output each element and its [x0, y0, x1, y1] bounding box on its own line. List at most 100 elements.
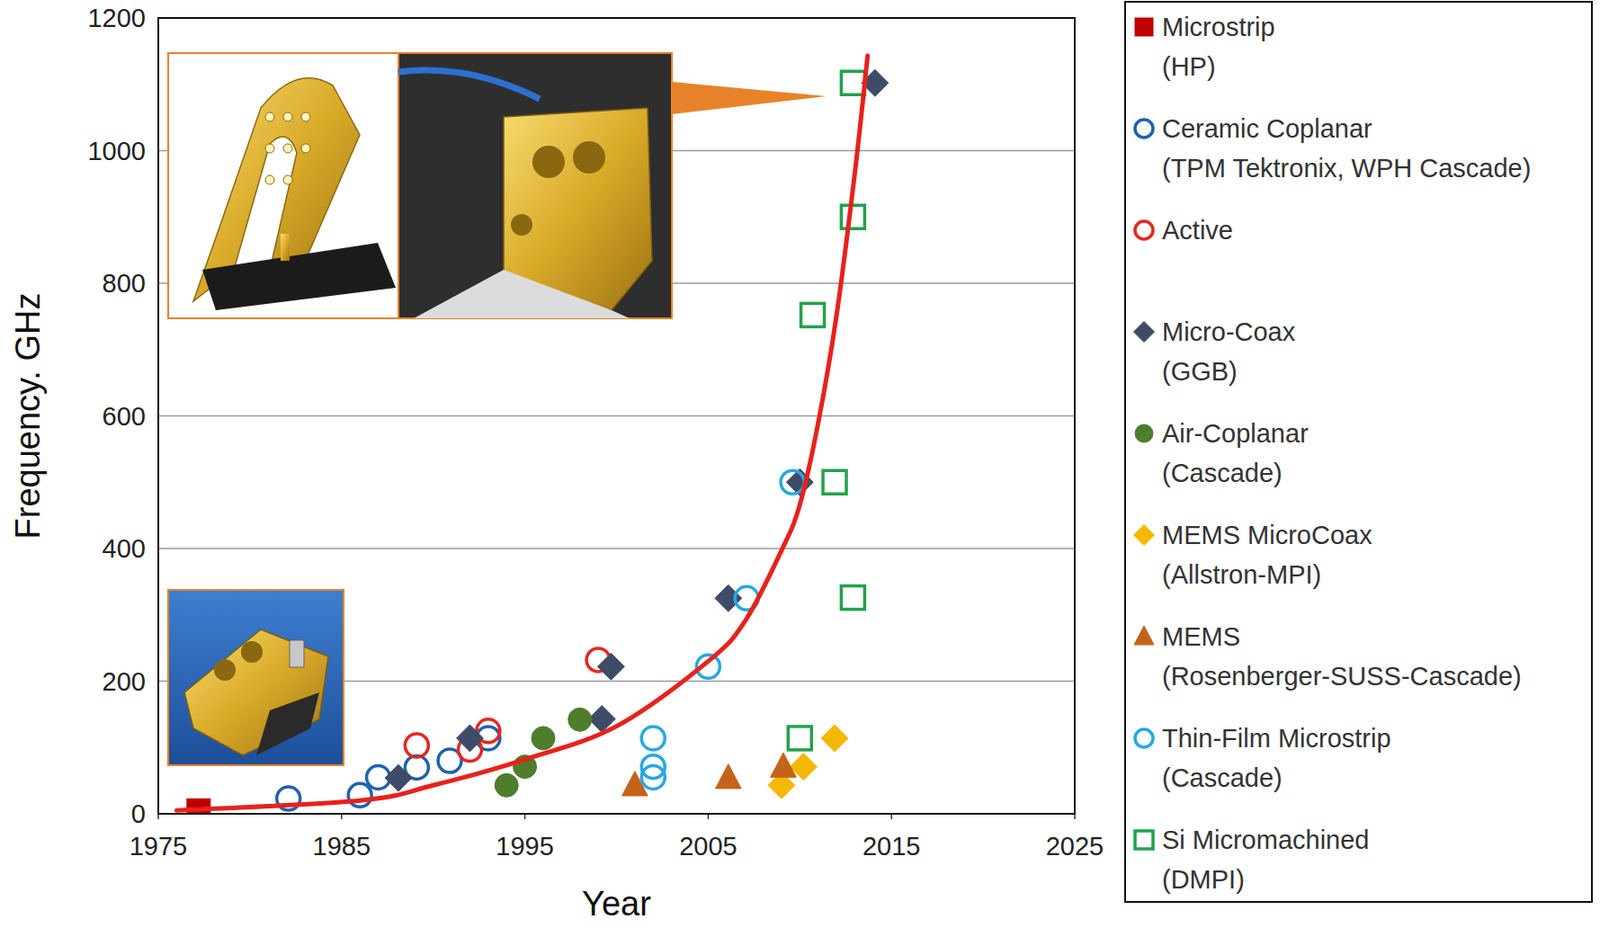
- legend-label: Microstrip (HP): [1162, 12, 1276, 81]
- series: [768, 724, 849, 799]
- legend-line: (HP): [1162, 52, 1216, 81]
- x-tick-label: 2015: [862, 831, 921, 861]
- legend-line: (Cascade): [1162, 458, 1283, 488]
- legend-line: Air-Coplanar: [1162, 419, 1309, 448]
- inset-hole: [265, 175, 275, 185]
- inset-cable: [398, 70, 540, 99]
- x-axis-title: Year: [581, 884, 652, 923]
- y-tick-label: 1200: [87, 3, 146, 33]
- legend-line: MEMS: [1162, 622, 1241, 652]
- chart: 0200400600800100012001975198519952005201…: [0, 0, 1600, 928]
- inset-hole: [532, 145, 565, 179]
- y-tick-label: 0: [131, 799, 146, 829]
- legend-line: (Allstron-MPI): [1162, 560, 1322, 590]
- legend-line: Micro-Coax: [1162, 317, 1297, 347]
- inset-hole: [283, 175, 293, 185]
- inset-hole: [510, 214, 533, 236]
- trend-line: [176, 55, 868, 811]
- plot-frame: [158, 17, 1075, 814]
- legend-line: MEMS MicroCoax: [1162, 520, 1373, 550]
- inset-photo-1: [168, 53, 399, 319]
- inset-probe-body: [184, 629, 329, 756]
- grid-line: [158, 547, 1075, 550]
- legend-box: [1125, 1, 1592, 903]
- point: [384, 764, 412, 792]
- legend-label: Active: [1162, 215, 1234, 245]
- point: [840, 586, 865, 610]
- point: [568, 707, 592, 732]
- point: [531, 726, 555, 751]
- grid-line: [158, 415, 1075, 418]
- point: [770, 752, 797, 778]
- point: [780, 470, 805, 494]
- point: [840, 205, 865, 229]
- point: [404, 733, 429, 758]
- inset-probe-base: [202, 242, 396, 311]
- legend-marker: [1135, 729, 1154, 748]
- legend-line: Si Micromachined: [1162, 825, 1369, 855]
- series: [641, 470, 805, 789]
- legend-label: MEMS MicroCoax (Allstron-MPI): [1162, 520, 1373, 590]
- legend-label: Si Micromachined (DMPI): [1162, 825, 1369, 894]
- legend: Microstrip (HP) Ceramic Coplanar (TPM Tektr…: [1125, 1, 1592, 903]
- inset-connector: [289, 640, 304, 668]
- x-tick-label: 2025: [1045, 831, 1105, 861]
- inset-hole: [283, 112, 293, 122]
- y-axis-title: Frequency. GHz: [8, 293, 47, 540]
- series: [384, 69, 889, 792]
- x-tick-label: 1985: [312, 831, 372, 861]
- legend-label: Air-Coplanar (Cascade): [1162, 419, 1309, 488]
- point: [456, 724, 484, 752]
- legend-marker: [1135, 424, 1154, 443]
- marks: [176, 55, 888, 814]
- legend-line: Ceramic Coplanar: [1162, 114, 1373, 144]
- legend-marker: [1135, 831, 1154, 850]
- y-tick-label: 800: [102, 268, 146, 298]
- point: [840, 71, 865, 95]
- legend-line: (DMPI): [1162, 865, 1245, 894]
- inset-hole: [241, 641, 263, 663]
- inset-callout: [671, 81, 827, 115]
- legend-line: Microstrip: [1162, 12, 1276, 42]
- y-tick-label: 600: [102, 402, 146, 431]
- inset-pin: [280, 233, 290, 261]
- point: [641, 726, 665, 751]
- legend-line: (Cascade): [1162, 763, 1283, 793]
- legend-line: Thin-Film Microstrip: [1162, 724, 1392, 753]
- x-tick-label: 1975: [129, 831, 188, 861]
- inset-hole: [265, 112, 275, 122]
- inset-hole: [301, 112, 311, 122]
- inset-hole: [301, 143, 311, 153]
- inset-hole: [265, 143, 275, 153]
- legend-marker: [1135, 119, 1154, 138]
- inset-hole: [283, 143, 293, 153]
- legend-label: Thin-Film Microstrip (Cascade): [1162, 724, 1392, 793]
- point: [494, 773, 519, 797]
- legend-marker: [1134, 321, 1155, 343]
- insets: [168, 53, 827, 766]
- legend-line: Active: [1162, 215, 1234, 245]
- legend-line: (Rosenberger-SUSS-Cascade): [1162, 661, 1522, 691]
- point: [597, 652, 625, 680]
- legend-label: Ceramic Coplanar (TPM Tektronix, WPH Casc…: [1162, 114, 1531, 183]
- inset-wafer: [413, 269, 630, 319]
- legend-label: MEMS (Rosenberger-SUSS-Cascade): [1162, 622, 1522, 691]
- legend-line: (TPM Tektronix, WPH Cascade): [1162, 153, 1531, 183]
- inset-photo-3: [168, 589, 344, 766]
- y-tick-label: 400: [102, 534, 146, 564]
- legend-marker: [1135, 221, 1154, 240]
- point: [787, 726, 812, 751]
- y-tick-label: 200: [102, 667, 146, 697]
- x-tick-label: 2005: [679, 831, 738, 861]
- inset-probe-tip: [256, 692, 320, 756]
- legend-marker: [1134, 625, 1154, 645]
- grid: [158, 17, 1075, 814]
- inset-hole: [214, 659, 236, 681]
- inset-hole: [572, 141, 606, 174]
- legend-marker: [1134, 525, 1155, 546]
- plot-bg: [158, 17, 1075, 814]
- legend-label: Micro-Coax (GGB): [1162, 317, 1297, 386]
- legend-line: (GGB): [1162, 357, 1238, 386]
- point: [822, 470, 847, 494]
- point: [715, 764, 742, 789]
